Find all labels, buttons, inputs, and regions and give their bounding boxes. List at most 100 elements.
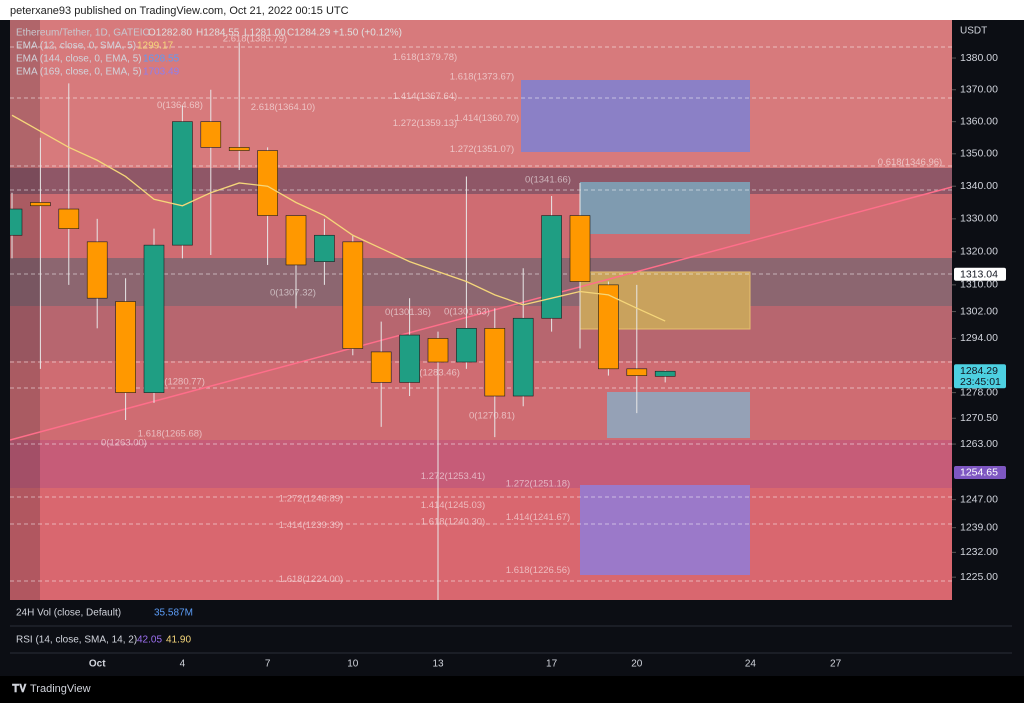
x-tick-label: 24 — [745, 659, 757, 670]
x-tick-label: 17 — [546, 659, 558, 670]
legend-name: EMA (169, close, 0, EMA, 5) — [16, 67, 142, 78]
candle-body — [512, 317, 534, 397]
legend-value: 1628.55 — [143, 54, 180, 65]
zone — [10, 258, 952, 306]
candle-body — [541, 215, 562, 319]
fib-label: 1.618(1379.78) — [393, 52, 457, 63]
fib-label: 1.618(1226.56) — [506, 565, 570, 576]
zone — [10, 440, 952, 488]
fib-label: 0(1280.77) — [159, 377, 205, 388]
rsi-title: RSI (14, close, SMA, 14, 2) — [16, 635, 137, 646]
zone — [10, 20, 40, 600]
x-tick-label: 13 — [432, 659, 444, 670]
rsi-ma-value: 41.90 — [166, 635, 191, 646]
ohlc-value: C1284.29 — [287, 28, 331, 39]
brand: TradingView — [30, 683, 91, 695]
price-badge-label: 1313.04 — [960, 269, 998, 281]
candle-body — [115, 301, 136, 393]
ohlc-value: H1284.55 — [196, 28, 240, 39]
candle-body — [598, 284, 619, 370]
candle-body — [30, 202, 51, 207]
y-tick-label: 1263.00 — [960, 438, 998, 450]
fib-label: 0(1263.00) — [101, 438, 147, 449]
price-badge — [954, 364, 1006, 389]
volume-title: 24H Vol (close, Default) — [16, 608, 121, 619]
zone-box — [521, 80, 750, 152]
y-tick-label: 1225.00 — [960, 571, 998, 583]
y-tick-label: 1232.00 — [960, 546, 998, 558]
x-tick-label: 27 — [830, 659, 842, 670]
fib-label: 1.272(1246.89) — [279, 494, 343, 505]
fib-label: 1.618(1240.30) — [421, 517, 485, 528]
candle-body — [143, 244, 165, 393]
symbol: Ethereum/Tether, 1D, GATEIO — [16, 28, 151, 39]
legend-value: 1299.17 — [137, 41, 174, 52]
fib-label: 1.618(1373.67) — [450, 72, 514, 83]
y-tick-label: 1340.00 — [960, 180, 998, 192]
y-tick-label: 1239.00 — [960, 521, 998, 533]
candle-body — [172, 121, 193, 246]
y-tick-label: 1370.00 — [960, 84, 998, 96]
fib-label: 1.414(1239.39) — [279, 520, 343, 531]
y-tick-label: 1350.00 — [960, 148, 998, 160]
y-tick-label: 1247.00 — [960, 493, 998, 505]
fib-label: 0(1301.36) — [385, 307, 431, 318]
fib-label: 2.618(1385.79) — [223, 33, 287, 44]
fib-lines — [10, 46, 952, 582]
x-tick-label: 10 — [347, 659, 359, 670]
fib-label: 0.618(1346.96) — [878, 157, 942, 168]
fib-label: 0(1301.63) — [444, 306, 490, 317]
price-badge — [954, 465, 1006, 479]
zone-box — [607, 392, 750, 438]
candle-body — [285, 215, 307, 266]
price-badge-label: 1254.65 — [960, 467, 998, 479]
price-axis — [952, 20, 1012, 600]
zone — [10, 20, 952, 170]
legend-value: 1703.49 — [143, 67, 180, 78]
x-tick-label: Oct — [89, 659, 106, 670]
candle-body — [370, 351, 392, 383]
ohlc-value: O1282.80 — [148, 28, 192, 39]
fib-label: 1.618(1265.68) — [138, 428, 202, 439]
fib-label: 0(1364.68) — [157, 100, 203, 111]
y-tick-label: 1294.00 — [960, 332, 998, 344]
x-tick-label: 20 — [631, 659, 643, 670]
fib-label: 0(1283.46) — [414, 368, 460, 379]
ohlc-value: +1.50 (+0.12%) — [333, 28, 402, 39]
candle-body — [456, 328, 477, 363]
zone — [10, 306, 952, 361]
fib-label: 1.414(1367.64) — [393, 91, 457, 102]
y-tick-label: 1380.00 — [960, 52, 998, 64]
y-tick-label: 1278.00 — [960, 386, 998, 398]
price-badge — [954, 267, 1006, 281]
ohlc-value: L1281.00 — [244, 28, 286, 39]
y-tick-label: 1302.00 — [960, 305, 998, 317]
candle-body — [86, 241, 108, 299]
candle-body — [200, 121, 222, 148]
legend-name: EMA (12, close, 0, SMA, 5) — [16, 41, 136, 52]
candle-body — [484, 328, 506, 397]
fib-label: 0(1341.66) — [525, 174, 571, 185]
fib-label: 1.272(1351.07) — [450, 144, 514, 155]
candle-body — [654, 370, 676, 377]
candle-body — [58, 208, 80, 229]
fib-label: 0(1307.32) — [270, 287, 316, 298]
fib-label: 1.414(1245.03) — [421, 500, 485, 511]
fib-label: 1.272(1251.18) — [506, 479, 570, 490]
candle-body — [228, 147, 250, 151]
candle-body — [569, 215, 591, 282]
price-badge-label: 1284.29 — [960, 365, 998, 377]
fib-label: 1.618(1224.00) — [279, 574, 343, 585]
countdown: 23:45:01 — [960, 376, 1001, 388]
y-tick-label: 1320.00 — [960, 246, 998, 258]
legend-name: EMA (144, close, 0, EMA, 5) — [16, 54, 142, 65]
header-bar — [0, 0, 1024, 20]
fib-label: 2.618(1364.10) — [251, 102, 315, 113]
currency: USDT — [960, 26, 987, 37]
y-tick-label: 1360.00 — [960, 115, 998, 127]
plot-area: 2.618(1385.79) 1.618(1379.78) 1.618(1373.6… — [10, 20, 952, 600]
fib-label: 0(1270.81) — [469, 411, 515, 422]
rsi-value: 42.05 — [137, 635, 162, 646]
candle-body — [257, 150, 278, 216]
